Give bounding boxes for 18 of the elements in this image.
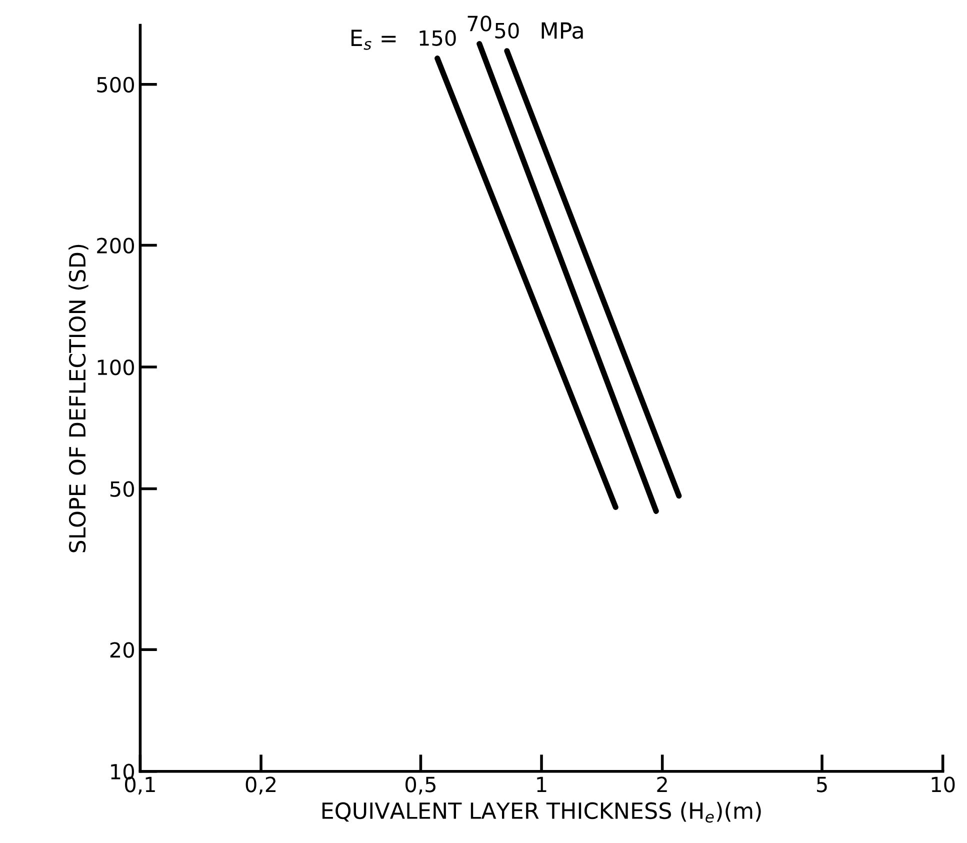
y-tick-label: 20	[110, 642, 134, 658]
x-axis-title: EQUIVALENT LAYER THICKNESS (H$_{e}$)(m)	[322, 802, 761, 823]
x-tick-label: 2	[657, 776, 667, 792]
y-axis-title: SLOPE OF DEFLECTION (SD)	[68, 244, 88, 552]
series-label: 50	[495, 22, 519, 39]
y-tick-label: 50	[110, 481, 134, 497]
y-tick-label: 500	[97, 76, 134, 93]
series-label: 70	[468, 16, 492, 32]
x-tick-label: 5	[817, 776, 827, 792]
y-tick-label: 200	[97, 238, 134, 254]
y-tick-label: 100	[98, 359, 134, 376]
annotation: MPa	[542, 22, 583, 39]
x-tick-label: 0,2	[246, 776, 276, 794]
x-tick-label: 10	[932, 776, 955, 792]
x-tick-label: 1	[537, 776, 546, 792]
x-tick-label: 0,5	[406, 776, 436, 794]
annotation: E$_{s}$ =	[352, 30, 396, 50]
series-label: 150	[420, 30, 456, 46]
